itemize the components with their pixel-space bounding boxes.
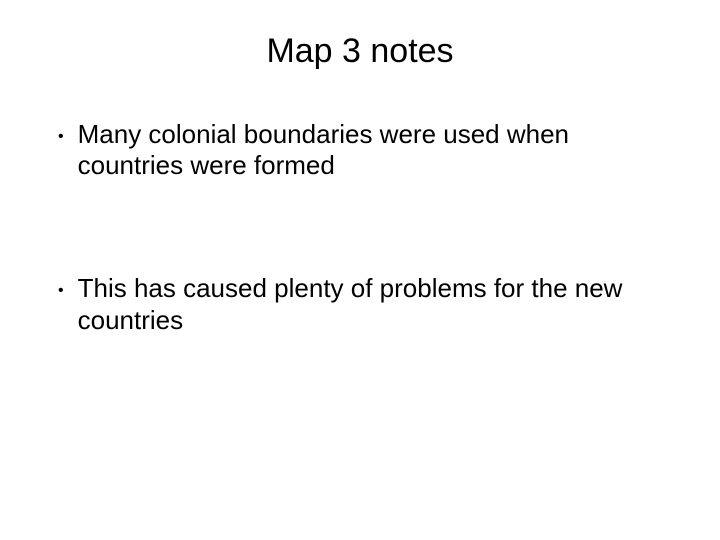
slide-content: • Many colonial boundaries were used whe…: [40, 119, 680, 336]
bullet-marker-icon: •: [58, 281, 64, 300]
slide-container: Map 3 notes • Many colonial boundaries w…: [0, 0, 720, 540]
bullet-text: Many colonial boundaries were used when …: [78, 119, 680, 181]
bullet-item: • This has caused plenty of problems for…: [58, 273, 680, 335]
slide-title: Map 3 notes: [40, 32, 680, 71]
bullet-item: • Many colonial boundaries were used whe…: [58, 119, 680, 181]
bullet-text: This has caused plenty of problems for t…: [78, 273, 680, 335]
bullet-marker-icon: •: [58, 127, 64, 146]
